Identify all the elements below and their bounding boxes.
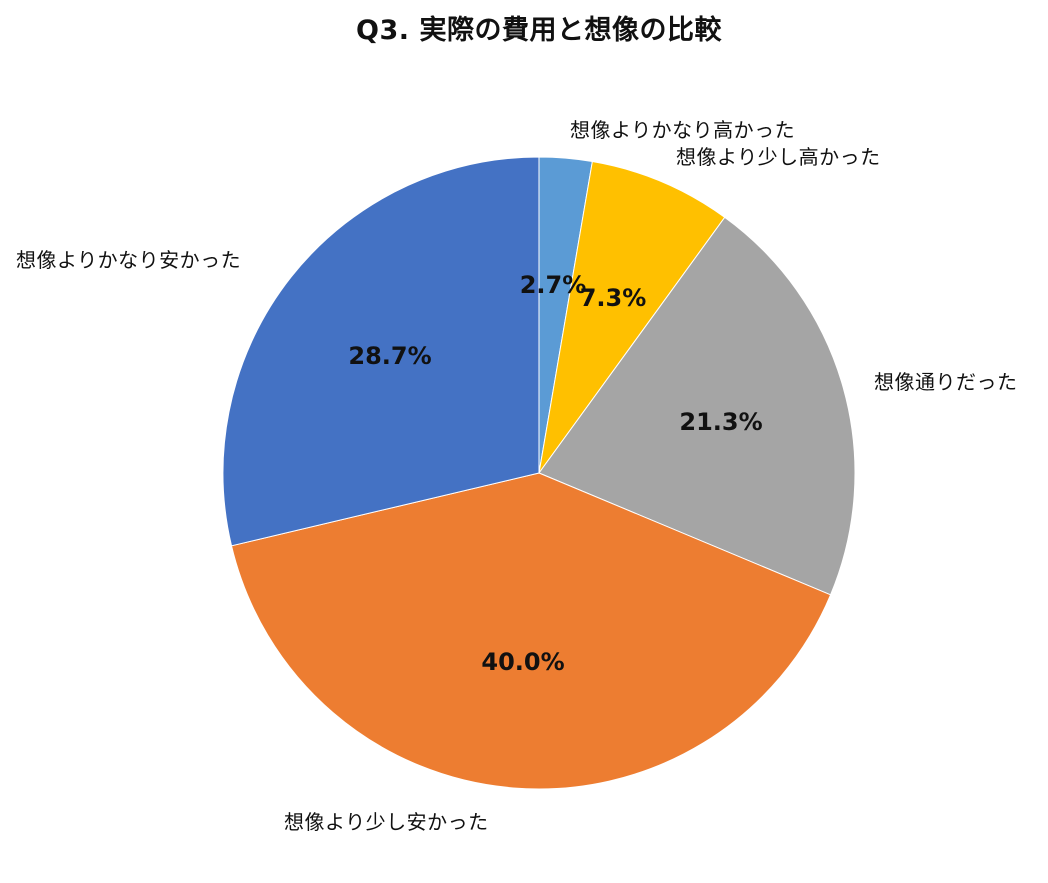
category-label-as-expected: 想像通りだった — [874, 370, 1018, 394]
pie-slice-much-cheaper — [222, 156, 540, 547]
pie-slice-slightly-higher — [538, 160, 726, 474]
pie-slice-slightly-cheaper — [230, 472, 832, 790]
chart-title: Q3. 実際の費用と想像の比較 — [356, 15, 722, 46]
value-label-as-expected: 21.3% — [679, 408, 763, 436]
category-label-slightly-cheaper: 想像より少し安かった — [284, 810, 489, 834]
value-label-slightly-higher: 7.3% — [579, 284, 647, 312]
pie-slice-as-expected — [538, 216, 856, 596]
category-label-much-cheaper: 想像よりかなり安かった — [16, 248, 242, 272]
value-label-much-cheaper: 28.7% — [348, 342, 432, 370]
value-label-slightly-cheaper: 40.0% — [481, 648, 565, 676]
category-label-much-higher: 想像よりかなり高かった — [570, 118, 796, 142]
value-label-much-higher: 2.7% — [519, 271, 587, 299]
category-label-slightly-higher: 想像より少し高かった — [676, 145, 881, 169]
